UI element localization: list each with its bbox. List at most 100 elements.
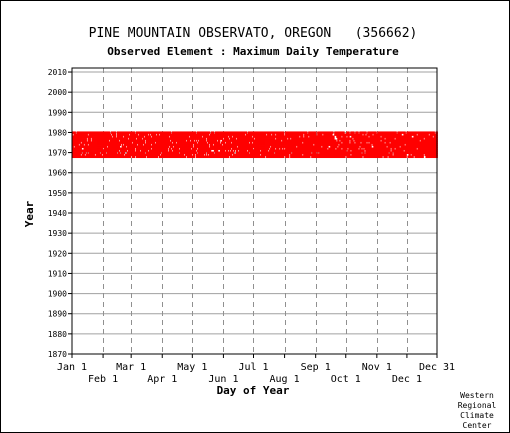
data-point bbox=[348, 139, 350, 142]
data-point bbox=[429, 135, 431, 138]
data-point bbox=[412, 143, 414, 146]
data-point bbox=[305, 135, 307, 138]
data-point bbox=[315, 141, 317, 144]
data-point bbox=[256, 155, 258, 159]
data-point bbox=[345, 139, 347, 142]
data-point bbox=[371, 153, 373, 157]
data-point bbox=[424, 149, 426, 152]
data-point bbox=[244, 139, 247, 142]
data-point bbox=[427, 151, 429, 154]
data-point bbox=[106, 147, 108, 150]
data-point bbox=[168, 151, 171, 154]
data-point bbox=[148, 139, 151, 142]
data-point bbox=[99, 137, 101, 140]
data-point bbox=[129, 147, 132, 150]
data-point bbox=[262, 135, 264, 138]
data-point bbox=[356, 153, 358, 157]
data-point bbox=[420, 153, 422, 157]
data-point bbox=[430, 155, 432, 159]
data-point bbox=[143, 133, 146, 136]
data-point bbox=[391, 133, 393, 136]
data-point bbox=[284, 145, 286, 148]
data-point bbox=[318, 153, 320, 157]
data-point bbox=[360, 149, 362, 152]
data-point bbox=[304, 145, 306, 148]
data-point bbox=[433, 145, 435, 148]
data-point bbox=[314, 137, 316, 140]
data-point bbox=[182, 141, 185, 144]
data-point bbox=[139, 133, 142, 136]
data-point bbox=[294, 151, 296, 154]
data-point bbox=[403, 153, 405, 157]
data-point bbox=[252, 155, 255, 159]
data-point bbox=[405, 135, 407, 138]
data-point bbox=[134, 139, 137, 142]
data-point bbox=[259, 147, 261, 150]
data-point bbox=[97, 143, 99, 146]
data-point bbox=[356, 131, 358, 134]
data-point bbox=[200, 145, 203, 148]
data-point bbox=[417, 135, 419, 138]
data-point bbox=[225, 149, 228, 152]
data-point bbox=[101, 141, 103, 144]
data-point bbox=[248, 135, 251, 138]
data-point bbox=[140, 143, 143, 146]
data-point bbox=[89, 131, 91, 134]
data-point bbox=[277, 141, 279, 144]
data-point bbox=[360, 151, 362, 154]
data-point bbox=[397, 147, 399, 150]
data-point bbox=[289, 145, 291, 148]
data-point bbox=[148, 141, 151, 144]
data-point bbox=[133, 137, 136, 140]
data-point bbox=[95, 147, 97, 150]
data-point bbox=[132, 145, 135, 148]
data-point bbox=[381, 147, 383, 150]
data-point bbox=[133, 149, 136, 152]
data-point bbox=[149, 131, 152, 134]
data-point bbox=[185, 133, 188, 136]
data-point bbox=[415, 145, 417, 148]
data-point bbox=[318, 149, 320, 152]
data-point bbox=[251, 139, 254, 142]
data-point bbox=[150, 133, 153, 136]
data-point bbox=[133, 143, 136, 146]
data-point bbox=[224, 153, 227, 157]
data-point bbox=[189, 135, 192, 138]
data-point bbox=[310, 135, 312, 138]
data-point bbox=[227, 151, 230, 154]
data-point bbox=[328, 135, 330, 138]
data-point bbox=[97, 135, 99, 138]
data-point bbox=[429, 143, 431, 146]
data-point bbox=[136, 145, 139, 148]
data-point bbox=[209, 135, 212, 138]
data-point bbox=[426, 145, 428, 148]
data-point bbox=[99, 153, 101, 157]
data-point bbox=[355, 153, 357, 157]
data-point bbox=[156, 133, 159, 136]
data-point bbox=[272, 145, 274, 148]
data-point bbox=[417, 139, 419, 142]
data-point bbox=[362, 135, 364, 138]
data-point bbox=[100, 155, 102, 159]
data-point bbox=[359, 147, 361, 150]
data-point bbox=[107, 143, 110, 146]
data-point bbox=[299, 149, 301, 152]
data-point bbox=[288, 153, 290, 157]
data-point bbox=[145, 147, 148, 150]
data-point bbox=[414, 133, 416, 136]
data-point bbox=[118, 151, 121, 154]
data-point bbox=[404, 155, 406, 159]
data-point bbox=[233, 145, 236, 148]
data-point bbox=[91, 145, 93, 148]
data-point bbox=[143, 149, 146, 152]
data-point bbox=[97, 137, 99, 140]
data-point bbox=[299, 139, 301, 142]
data-point bbox=[149, 135, 152, 138]
data-point bbox=[168, 131, 171, 134]
data-point bbox=[170, 133, 173, 136]
data-point bbox=[173, 147, 176, 150]
data-point bbox=[255, 133, 257, 136]
data-point bbox=[395, 151, 397, 154]
data-point bbox=[262, 147, 264, 150]
data-point bbox=[238, 147, 241, 150]
